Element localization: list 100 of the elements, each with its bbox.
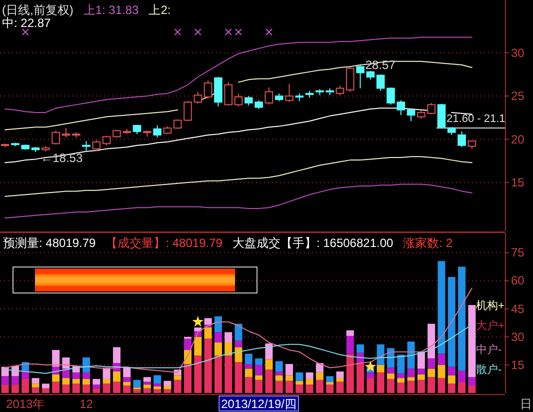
- line-series: [4, 36, 472, 113]
- bar: [102, 368, 110, 379]
- bar: [62, 378, 70, 385]
- bar: [306, 384, 314, 393]
- bar: [376, 344, 384, 365]
- bar: [204, 318, 212, 325]
- bar: [386, 373, 394, 379]
- bar: [234, 324, 242, 341]
- bar: [52, 350, 60, 367]
- bar: [234, 340, 242, 348]
- bar: [255, 380, 263, 393]
- bar: [32, 378, 40, 384]
- bar: [397, 354, 405, 374]
- annotation: 中户-: [476, 343, 502, 356]
- bar: [42, 388, 50, 393]
- bar: [316, 372, 324, 380]
- bar: [386, 368, 394, 374]
- bar: [72, 372, 80, 379]
- bar: [255, 364, 263, 376]
- bar: [112, 347, 120, 364]
- bar: [468, 386, 476, 393]
- bar: [417, 368, 425, 374]
- bar: [184, 338, 192, 350]
- candlestick: [356, 64, 364, 89]
- bar: [154, 386, 162, 390]
- candlestick: [153, 124, 162, 138]
- bar: [255, 358, 263, 365]
- candlestick: [346, 66, 354, 92]
- bar: [164, 380, 172, 386]
- bar: [224, 342, 232, 356]
- bar: [11, 376, 19, 385]
- x-tick-label: 2013年: [6, 397, 45, 411]
- bar: [265, 343, 273, 360]
- bar: [92, 378, 100, 385]
- bar: [62, 384, 70, 393]
- annotation: 大盘成交【手】: 16506821.00: [232, 236, 394, 250]
- y-tick-label: 30: [511, 46, 525, 60]
- bar: [346, 354, 354, 393]
- bar: [448, 366, 456, 376]
- bar: [346, 330, 354, 336]
- bar: [275, 380, 283, 393]
- bar: [407, 342, 415, 369]
- bar: [407, 368, 415, 378]
- annotation: 21.60 - 21.1: [446, 113, 506, 126]
- bar: [376, 364, 384, 372]
- bar: [92, 388, 100, 393]
- bar: [143, 384, 151, 388]
- bar: [448, 276, 456, 367]
- bar: [275, 361, 283, 372]
- candlestick: [204, 80, 212, 100]
- bar: [356, 362, 364, 393]
- bar: [285, 380, 293, 393]
- line-series: [4, 288, 472, 373]
- bar: [244, 368, 252, 378]
- bar: [11, 384, 19, 393]
- bar: [296, 372, 304, 381]
- annotation: 【成交量】: 48019.79: [106, 236, 223, 250]
- bar: [234, 362, 242, 393]
- bar: [1, 384, 9, 393]
- bar: [296, 384, 304, 393]
- bar: [428, 377, 436, 393]
- bar: [244, 364, 252, 369]
- candlestick: [437, 103, 446, 129]
- y-tick-label: 15: [511, 176, 525, 190]
- bar: [214, 342, 222, 356]
- candlestick: [336, 85, 344, 96]
- bar: [397, 382, 405, 393]
- bar: [32, 387, 40, 393]
- bar: [32, 384, 40, 388]
- bar: [82, 378, 90, 385]
- annotation: 中: 22.87: [2, 16, 52, 30]
- x-tick-label: 2013/12/19/四: [221, 397, 296, 411]
- bar: [397, 378, 405, 383]
- bar: [407, 380, 415, 393]
- x-tick-label: 12: [80, 397, 94, 411]
- bar: [204, 328, 212, 339]
- bar: [336, 378, 344, 382]
- candlestick: [285, 83, 294, 103]
- bar: [438, 354, 446, 365]
- bar: [346, 336, 354, 354]
- bar: [214, 316, 222, 332]
- bar: [42, 384, 50, 388]
- bar: [82, 372, 90, 379]
- bar: [417, 380, 425, 393]
- bar: [458, 266, 466, 371]
- bar: [356, 344, 364, 353]
- bar: [326, 384, 334, 393]
- bar: [174, 375, 182, 380]
- bar: [306, 372, 314, 379]
- bar: [214, 356, 222, 393]
- bar: [336, 382, 344, 393]
- bar: [438, 364, 446, 378]
- bar: [428, 324, 436, 358]
- bar: [123, 382, 131, 386]
- candlestick: [264, 86, 274, 106]
- bar: [72, 378, 80, 384]
- text: 日: [520, 397, 532, 411]
- bar: [326, 376, 334, 382]
- chart-title: (日线,前复权): [2, 3, 74, 17]
- bar: [265, 359, 273, 370]
